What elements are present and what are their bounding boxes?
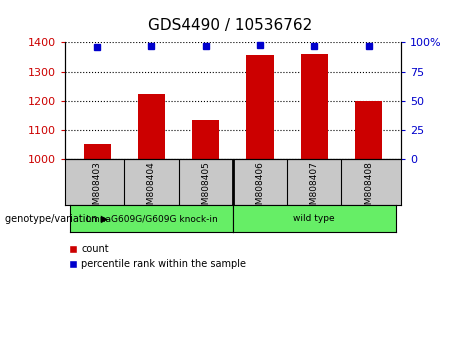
Legend: count, percentile rank within the sample: count, percentile rank within the sample bbox=[65, 240, 250, 273]
Text: GSM808404: GSM808404 bbox=[147, 161, 156, 216]
Text: GSM808407: GSM808407 bbox=[310, 161, 319, 216]
Text: GSM808408: GSM808408 bbox=[364, 161, 373, 216]
Bar bbox=[355, 101, 382, 159]
Bar bbox=[246, 55, 273, 159]
Text: LmnaG609G/G609G knock-in: LmnaG609G/G609G knock-in bbox=[85, 214, 217, 223]
Text: GSM808405: GSM808405 bbox=[201, 161, 210, 216]
Text: GSM808403: GSM808403 bbox=[93, 161, 101, 216]
Text: GDS4490 / 10536762: GDS4490 / 10536762 bbox=[148, 18, 313, 33]
Text: GSM808406: GSM808406 bbox=[255, 161, 265, 216]
Text: genotype/variation ▶: genotype/variation ▶ bbox=[5, 213, 108, 224]
Bar bbox=[138, 95, 165, 159]
Text: wild type: wild type bbox=[293, 214, 335, 223]
Bar bbox=[83, 144, 111, 159]
Bar bbox=[301, 54, 328, 159]
Bar bbox=[192, 120, 219, 159]
